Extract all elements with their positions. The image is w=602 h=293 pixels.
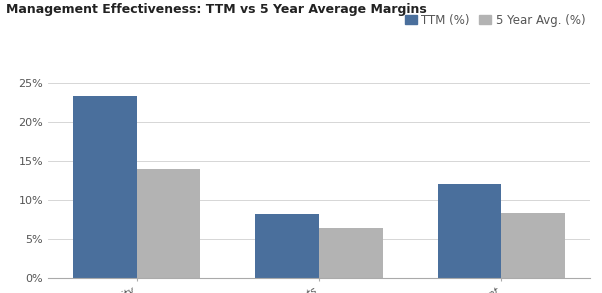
Legend: TTM (%), 5 Year Avg. (%): TTM (%), 5 Year Avg. (%) bbox=[400, 9, 590, 31]
Bar bbox=[438, 184, 501, 278]
Text: Management Effectiveness: TTM vs 5 Year Average Margins: Management Effectiveness: TTM vs 5 Year … bbox=[6, 3, 427, 16]
Bar bbox=[319, 228, 383, 278]
Bar bbox=[73, 96, 137, 278]
Bar bbox=[137, 169, 200, 278]
Bar bbox=[501, 213, 565, 278]
Bar bbox=[255, 214, 319, 278]
